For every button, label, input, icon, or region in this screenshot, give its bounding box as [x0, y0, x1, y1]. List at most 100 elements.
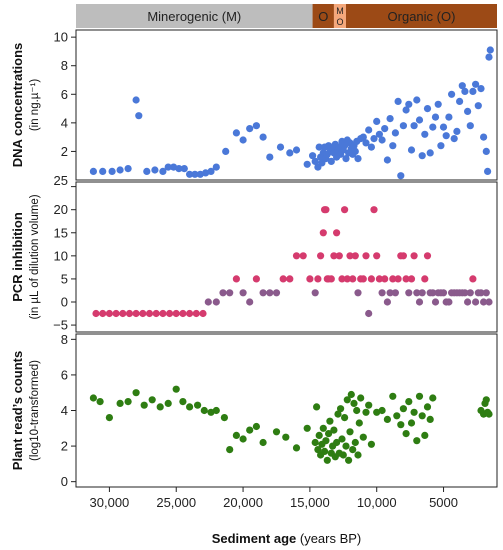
data-point: [152, 309, 160, 318]
data-point: [354, 155, 362, 163]
data-point: [423, 252, 432, 260]
data-point: [99, 167, 107, 175]
data-point: [439, 289, 448, 297]
data-point: [315, 143, 323, 151]
data-point: [431, 298, 440, 306]
data-point: [410, 408, 418, 416]
data-point: [415, 392, 424, 400]
data-point: [349, 446, 357, 454]
y-tick-label: 8: [61, 332, 68, 347]
y-tick-label: 20: [54, 202, 68, 217]
data-point: [92, 309, 100, 318]
data-point: [391, 289, 399, 297]
band-1: [312, 4, 334, 28]
data-point: [349, 275, 357, 283]
data-point: [232, 129, 240, 137]
data-point: [437, 142, 445, 150]
data-point: [143, 167, 151, 175]
data-point: [445, 113, 453, 121]
data-point: [429, 394, 437, 402]
data-point: [119, 309, 127, 318]
data-point: [322, 206, 330, 214]
data-point: [226, 446, 234, 454]
data-point: [292, 146, 301, 154]
data-point: [303, 424, 311, 432]
data-point: [330, 426, 338, 434]
data-point: [179, 398, 187, 406]
data-point: [342, 442, 350, 450]
data-point: [259, 133, 267, 141]
data-point: [480, 298, 488, 306]
data-point: [386, 289, 394, 297]
data-point: [140, 401, 148, 409]
y-tick-label: 10: [54, 30, 68, 45]
x-tick-label: 25,000: [156, 495, 196, 510]
data-point: [194, 401, 202, 409]
data-point: [145, 309, 154, 318]
data-point: [347, 390, 355, 399]
y-tick-label: 2: [61, 144, 68, 159]
data-point: [272, 289, 281, 297]
data-point: [219, 289, 227, 297]
panel-2: −5 0 5 10 15 20 PCR inhibition (in µL of diluti…: [10, 181, 498, 333]
data-point: [313, 403, 321, 411]
data-point: [350, 399, 358, 407]
data-point: [124, 398, 132, 406]
data-point: [383, 415, 391, 423]
data-point: [315, 431, 323, 439]
data-point: [314, 446, 322, 454]
y-tick-label: −5: [53, 318, 68, 333]
y-tick-label-shared: 25: [54, 173, 68, 188]
data-point: [407, 419, 416, 427]
data-point: [186, 170, 194, 178]
data-point: [429, 289, 437, 297]
data-point: [407, 275, 416, 283]
data-point: [204, 298, 212, 306]
y-tick-label: 6: [61, 87, 68, 102]
data-point: [327, 275, 335, 283]
data-point: [192, 309, 200, 318]
data-point: [172, 309, 180, 318]
data-point: [338, 435, 346, 443]
data-point: [99, 309, 107, 318]
data-point: [186, 403, 194, 411]
data-point: [469, 275, 477, 283]
data-point: [259, 438, 267, 447]
data-point: [252, 275, 260, 283]
data-point: [346, 252, 354, 260]
data-point: [486, 46, 494, 54]
data-point: [480, 133, 488, 141]
data-point: [445, 298, 453, 306]
data-point: [472, 298, 480, 306]
data-point: [306, 275, 314, 283]
data-point: [402, 430, 410, 438]
data-point: [345, 456, 353, 464]
data-point: [484, 167, 492, 175]
data-point: [461, 87, 469, 95]
data-point: [378, 289, 386, 297]
data-point: [359, 275, 367, 283]
data-point: [330, 252, 338, 260]
data-point: [246, 426, 254, 434]
x-tick-label: 10,000: [357, 495, 397, 510]
data-point: [365, 401, 373, 409]
data-point: [132, 96, 140, 104]
data-point: [338, 275, 346, 283]
data-point: [423, 105, 432, 113]
data-point: [164, 399, 172, 407]
data-point: [389, 142, 397, 150]
y-tick-label: 5: [61, 271, 68, 286]
data-point: [351, 438, 359, 447]
data-point: [405, 289, 413, 297]
y-tick-label: 4: [61, 403, 68, 418]
data-point: [423, 403, 432, 411]
data-point: [458, 82, 466, 90]
data-point: [373, 252, 381, 260]
data-point: [413, 289, 421, 297]
data-point: [96, 398, 104, 406]
y-tick-label: 15: [54, 225, 68, 240]
data-point: [477, 289, 485, 297]
data-point: [319, 424, 327, 432]
data-point: [272, 428, 281, 436]
data-point: [175, 165, 183, 173]
